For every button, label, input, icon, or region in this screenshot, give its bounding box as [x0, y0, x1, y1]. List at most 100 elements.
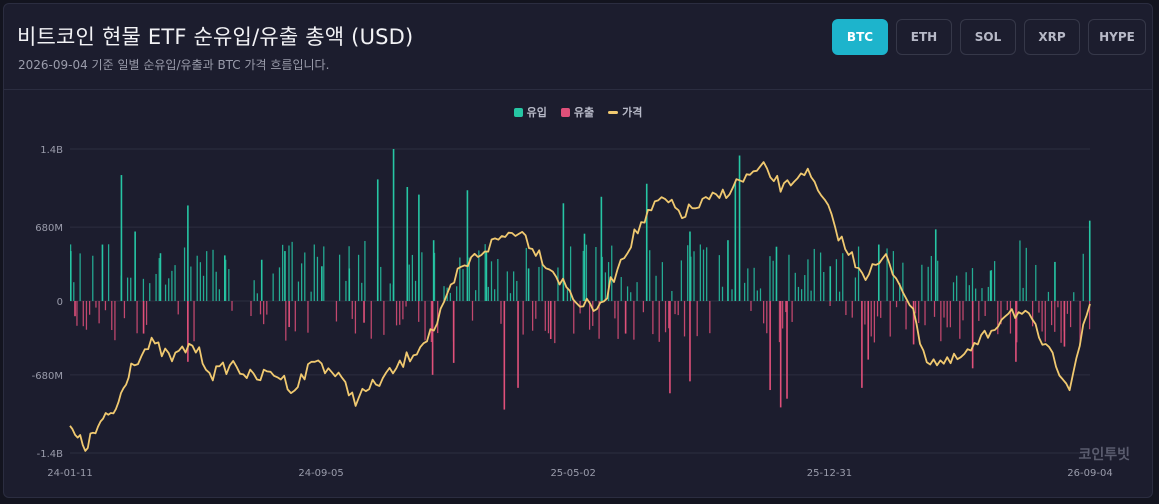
inflow-bar [842, 253, 844, 301]
outflow-bar [111, 301, 113, 331]
outflow-bar [88, 301, 91, 315]
legend-inflow[interactable]: 유입 [513, 104, 547, 120]
inflow-bar [562, 203, 565, 301]
inflow-bar [389, 283, 391, 301]
tab-sol[interactable]: SOL [960, 19, 1016, 55]
inflow-bar [411, 254, 414, 301]
inflow-bar [747, 268, 749, 301]
inflow-bar [620, 277, 622, 301]
inflow-bar [224, 255, 226, 301]
outflow-bar [351, 301, 353, 319]
inflow-bar [989, 270, 992, 301]
inflow-bar [494, 289, 496, 301]
outflow-bar [912, 301, 915, 345]
outflow-bar [971, 301, 974, 369]
outflow-bar [1041, 301, 1043, 332]
inflow-bar [120, 175, 123, 301]
inflow-bar [585, 244, 588, 301]
inflow-bar [557, 267, 559, 301]
inflow-bar [338, 254, 341, 301]
inflow-bar [513, 271, 515, 301]
chart-card: 비트코인 현물 ETF 순유입/유출 총액 (USD) 2026-09-04 기… [3, 3, 1153, 498]
outflow-bar [263, 301, 265, 325]
legend-outflow[interactable]: 유출 [560, 104, 594, 120]
inflow-bar [927, 266, 929, 301]
outflow-bar [677, 301, 679, 316]
outflow-bar [145, 301, 148, 325]
tab-btc[interactable]: BTC [832, 19, 888, 55]
inflow-bar [800, 289, 803, 301]
outflow-bar [867, 301, 870, 360]
inflow-bar [1073, 292, 1075, 301]
outflow-bar [658, 301, 660, 342]
tab-xrp[interactable]: XRP [1024, 19, 1080, 55]
y-tick-label: 1.4B [40, 145, 63, 156]
inflow-bar [468, 257, 470, 301]
outflow-bar [864, 301, 866, 325]
inflow-bar [253, 280, 255, 301]
legend-price[interactable]: 가격 [608, 104, 642, 120]
inflow-bar [490, 261, 493, 301]
tab-eth[interactable]: ETH [896, 19, 952, 55]
inflow-bar [190, 266, 192, 301]
tab-hype[interactable]: HYPE [1088, 19, 1146, 55]
inflow-bar [718, 255, 720, 301]
inflow-bar [168, 278, 170, 301]
inflow-bar [206, 251, 208, 301]
inflow-bar [364, 240, 366, 301]
inflow-bar [645, 183, 648, 301]
y-tick-label: 0 [57, 297, 63, 308]
outflow-bar [785, 301, 787, 313]
outflow-bar [861, 301, 863, 388]
outflow-bar [114, 301, 116, 341]
inflow-bar [582, 250, 584, 301]
outflow-bar [294, 301, 296, 332]
outflow-bar [962, 301, 964, 321]
inflow-bar [738, 155, 741, 301]
inflow-bar [671, 290, 673, 301]
outflow-bar [766, 301, 768, 334]
outflow-bar [786, 301, 788, 399]
inflow-bar [630, 292, 632, 301]
etf-flow-chart: 1.4B 680M 0 -680M -1.4B 24-01-11 24-09-05 25-05… [32, 145, 1113, 479]
inflow-bar [877, 244, 880, 301]
outflow-bar [431, 301, 434, 375]
inflow-bar [604, 272, 607, 301]
inflow-bar [107, 244, 110, 301]
outflow-bar [402, 301, 404, 320]
inflow-bar [788, 254, 790, 301]
outflow-bar [554, 301, 556, 344]
outflow-bar [544, 301, 546, 331]
inflow-bar [583, 233, 586, 301]
inflow-bar [174, 265, 176, 301]
outflow-bar [1063, 301, 1066, 347]
inflow-bar [1082, 253, 1084, 301]
outflow-bar [943, 301, 945, 318]
outflow-bar [791, 301, 793, 322]
inflow-bar [731, 289, 733, 301]
inflow-bar [199, 262, 201, 301]
inflow-bar [744, 282, 746, 301]
outflow-bar [1031, 301, 1034, 327]
outflow-bar [750, 301, 752, 311]
inflow-bar [73, 282, 75, 301]
watermark: 코인투빗 [1078, 447, 1130, 463]
outflow-bar [669, 301, 671, 394]
outflow-bar [946, 301, 948, 328]
outflow-bar [231, 301, 233, 311]
outflow-bar [177, 301, 179, 315]
outflow-bar [1054, 301, 1056, 332]
inflow-bar [899, 282, 901, 301]
inflow-bar [810, 290, 812, 301]
outflow-bar [418, 301, 420, 322]
outflow-bar [123, 301, 126, 319]
inflow-bar [187, 205, 189, 301]
outflow-bar [1038, 301, 1040, 313]
outflow-bar [851, 301, 853, 318]
inflow-bar [408, 264, 410, 301]
header-divider [4, 89, 1152, 90]
outflow-bar [598, 301, 600, 339]
x-tick-label: 24-01-11 [47, 468, 92, 479]
outflow-bar [85, 301, 88, 330]
inflow-bar [690, 256, 692, 301]
